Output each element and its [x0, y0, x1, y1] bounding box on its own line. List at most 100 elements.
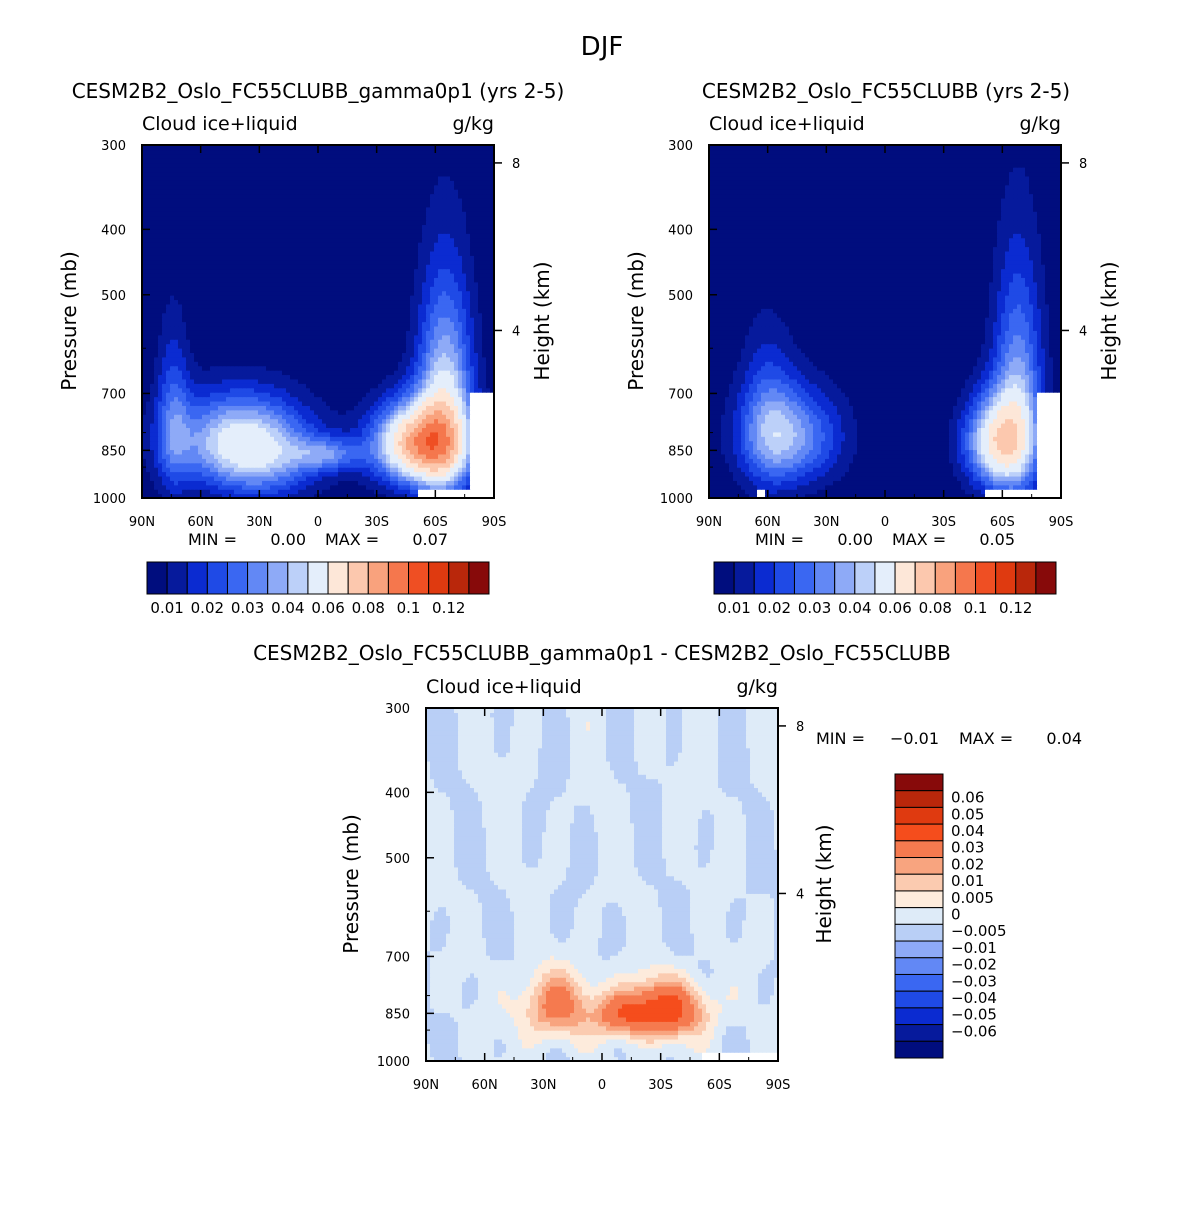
heatmap-cell: [190, 334, 195, 340]
heatmap-cell: [426, 383, 431, 389]
heatmap-cell: [474, 290, 479, 296]
heatmap-cell: [410, 259, 415, 265]
heatmap-cell: [262, 493, 267, 498]
heatmap-cell: [374, 440, 379, 446]
heatmap-cell: [338, 480, 343, 486]
heatmap-cell: [462, 295, 467, 301]
heatmap-cell: [142, 400, 147, 406]
heatmap-cell: [158, 458, 163, 464]
heatmap-cell: [254, 277, 259, 283]
heatmap-cell: [274, 330, 279, 336]
heatmap-cell: [186, 489, 191, 495]
heatmap-cell: [234, 471, 239, 477]
heatmap-cell: [410, 414, 415, 420]
heatmap-cell: [450, 250, 455, 256]
heatmap-cell: [166, 445, 171, 451]
heatmap-cell: [186, 299, 191, 305]
heatmap-cell: [290, 480, 295, 486]
heatmap-cell: [258, 339, 263, 345]
heatmap-cell: [202, 449, 207, 455]
heatmap-cell: [418, 356, 423, 362]
heatmap-cell: [462, 343, 467, 349]
heatmap-cell: [250, 392, 255, 398]
heatmap-cell: [162, 383, 167, 389]
heatmap-cell: [362, 370, 367, 376]
heatmap-cell: [258, 352, 263, 358]
heatmap-cell: [226, 272, 231, 278]
heatmap-cell: [262, 268, 267, 274]
heatmap-cell: [166, 458, 171, 464]
heatmap-cell: [166, 317, 171, 323]
heatmap-cell: [242, 246, 247, 252]
heatmap-cell: [298, 277, 303, 283]
heatmap-cell: [434, 339, 439, 345]
heatmap-cell: [390, 286, 395, 292]
heatmap-cell: [402, 392, 407, 398]
heatmap-cell: [338, 321, 343, 327]
heatmap-cell: [174, 467, 179, 473]
heatmap-cell: [390, 440, 395, 446]
heatmap-cell: [410, 462, 415, 468]
heatmap-cell: [302, 414, 307, 420]
heatmap-cell: [386, 453, 391, 459]
heatmap-cell: [310, 392, 315, 398]
heatmap-cell: [362, 312, 367, 318]
heatmap-cell: [442, 383, 447, 389]
heatmap-cell: [194, 427, 199, 433]
heatmap-cell: [430, 325, 435, 331]
heatmap-cell: [258, 374, 263, 380]
heatmap-cell: [298, 356, 303, 362]
heatmap-cell: [306, 317, 311, 323]
heatmap-cell: [250, 317, 255, 323]
heatmap-cell: [390, 414, 395, 420]
heatmap-cell: [282, 480, 287, 486]
heatmap-cell: [470, 489, 475, 495]
heatmap-cell: [386, 255, 391, 261]
heatmap-cell: [322, 277, 327, 283]
heatmap-cell: [330, 286, 335, 292]
heatmap-cell: [490, 489, 494, 495]
heatmap-cell: [458, 462, 463, 468]
heatmap-cell: [406, 370, 411, 376]
heatmap-cell: [266, 303, 271, 309]
heatmap-cell: [350, 431, 355, 437]
heatmap-cell: [154, 250, 159, 256]
heatmap-cell: [282, 290, 287, 296]
heatmap-cell: [210, 484, 215, 490]
heatmap-cell: [438, 440, 443, 446]
heatmap-cell: [346, 449, 351, 455]
heatmap-cell: [266, 436, 271, 442]
heatmap-cell: [270, 268, 275, 274]
heatmap-cell: [414, 449, 419, 455]
heatmap-cell: [318, 405, 323, 411]
heatmap-cell: [238, 295, 243, 301]
heatmap-cell: [282, 462, 287, 468]
heatmap-cell: [230, 396, 235, 402]
heatmap-cell: [150, 317, 155, 323]
heatmap-cell: [490, 356, 494, 362]
heatmap-cell: [410, 343, 415, 349]
heatmap-cell: [250, 365, 255, 371]
heatmap-cell: [274, 383, 279, 389]
heatmap-cell: [478, 299, 483, 305]
heatmap-cell: [222, 255, 227, 261]
heatmap-cell: [306, 475, 311, 481]
heatmap-cell: [354, 317, 359, 323]
heatmap-cell: [154, 440, 159, 446]
heatmap-cell: [150, 378, 155, 384]
heatmap-cell: [210, 264, 215, 270]
heatmap-cell: [482, 343, 487, 349]
heatmap-cell: [174, 281, 179, 287]
heatmap-cell: [166, 272, 171, 278]
heatmap-cell: [402, 418, 407, 424]
heatmap-cell: [486, 308, 491, 314]
heatmap-cell: [398, 458, 403, 464]
heatmap-cell: [414, 321, 419, 327]
heatmap-cell: [446, 449, 451, 455]
heatmap-cell: [482, 467, 487, 473]
heatmap-cell: [254, 264, 259, 270]
heatmap-cell: [174, 374, 179, 380]
heatmap-cell: [310, 440, 315, 446]
heatmap-cell: [286, 295, 291, 301]
heatmap-cell: [458, 272, 463, 278]
